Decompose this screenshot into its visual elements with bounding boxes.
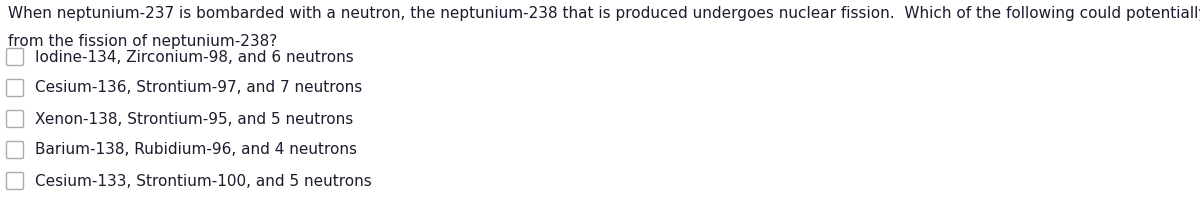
FancyBboxPatch shape	[6, 141, 24, 158]
FancyBboxPatch shape	[6, 172, 24, 189]
Text: Cesium-136, Strontium-97, and 7 neutrons: Cesium-136, Strontium-97, and 7 neutrons	[35, 80, 362, 95]
FancyBboxPatch shape	[6, 80, 24, 97]
Text: from the fission of neptunium-238?: from the fission of neptunium-238?	[8, 34, 277, 49]
Text: Iodine-134, Zirconium-98, and 6 neutrons: Iodine-134, Zirconium-98, and 6 neutrons	[35, 49, 354, 65]
FancyBboxPatch shape	[6, 111, 24, 128]
Text: Barium-138, Rubidium-96, and 4 neutrons: Barium-138, Rubidium-96, and 4 neutrons	[35, 143, 358, 157]
Text: Cesium-133, Strontium-100, and 5 neutrons: Cesium-133, Strontium-100, and 5 neutron…	[35, 174, 372, 189]
Text: Xenon-138, Strontium-95, and 5 neutrons: Xenon-138, Strontium-95, and 5 neutrons	[35, 111, 353, 126]
FancyBboxPatch shape	[6, 48, 24, 65]
Text: When neptunium-237 is bombarded with a neutron, the neptunium-238 that is produc: When neptunium-237 is bombarded with a n…	[8, 6, 1200, 21]
